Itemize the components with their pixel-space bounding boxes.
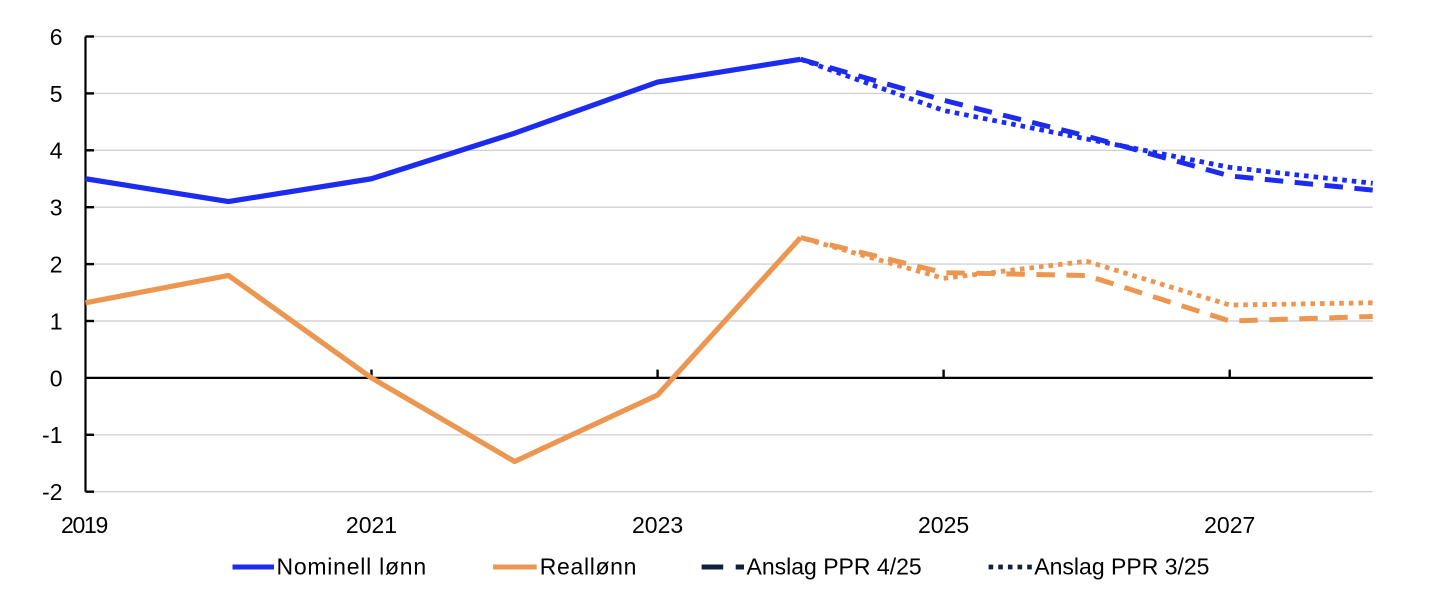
svg-text:Anslag PPR 3/25: Anslag PPR 3/25 (1034, 553, 1209, 579)
svg-text:5: 5 (50, 81, 63, 107)
svg-text:2019: 2019 (61, 512, 107, 538)
svg-text:Reallønn: Reallønn (540, 553, 637, 579)
svg-text:Anslag PPR 4/25: Anslag PPR 4/25 (747, 553, 922, 579)
svg-text:3: 3 (50, 195, 63, 221)
svg-text:1: 1 (50, 308, 63, 334)
svg-text:-1: -1 (42, 422, 62, 448)
svg-text:-2: -2 (42, 479, 62, 505)
svg-text:2: 2 (50, 252, 63, 278)
svg-text:4: 4 (50, 138, 63, 164)
svg-text:0: 0 (50, 365, 63, 391)
svg-text:6: 6 (50, 24, 63, 50)
svg-text:2027: 2027 (1204, 512, 1255, 538)
svg-text:Nominell lønn: Nominell lønn (277, 553, 427, 579)
svg-text:2021: 2021 (346, 512, 397, 538)
svg-text:2025: 2025 (918, 512, 969, 538)
svg-text:2023: 2023 (632, 512, 683, 538)
